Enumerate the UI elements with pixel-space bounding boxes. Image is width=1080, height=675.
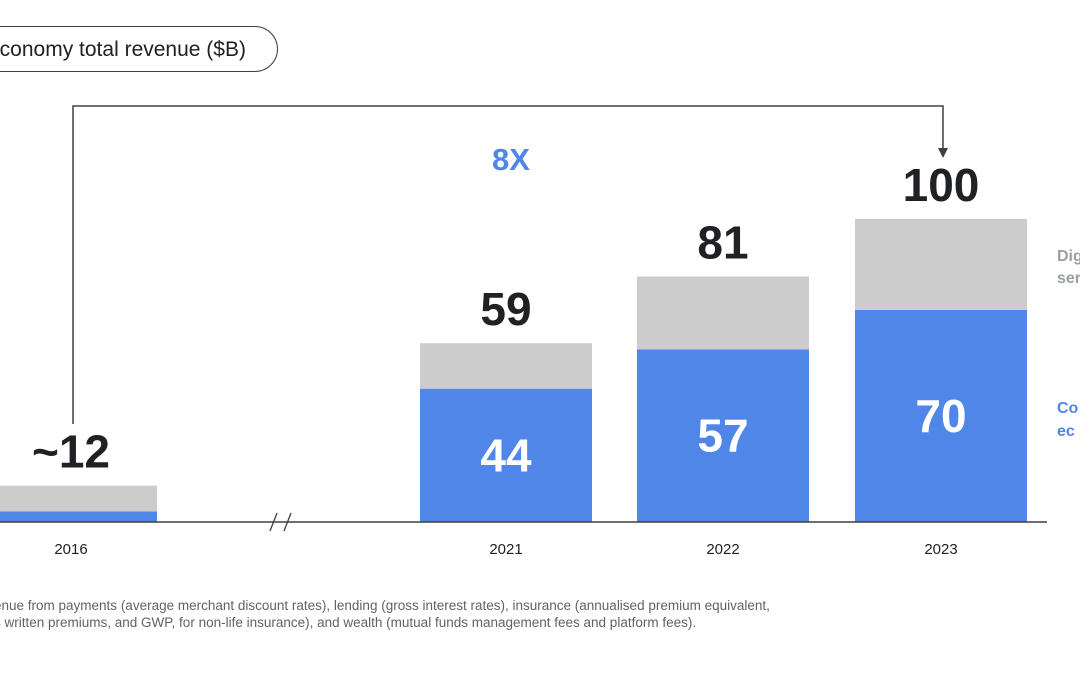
bar-segment-top-2021 — [420, 343, 592, 389]
footnote: enue from payments (average merchant dis… — [0, 597, 894, 631]
title-pill — [0, 26, 278, 72]
total-label-2016: ~12 — [32, 426, 110, 478]
segment-label-2021: 44 — [480, 429, 532, 481]
x-tick-label-2023: 2023 — [924, 541, 957, 558]
total-label-2022: 81 — [697, 217, 748, 269]
chart-title: economy total revenue ($B) — [0, 38, 246, 61]
footnote-line-1: enue from payments (average merchant dis… — [0, 598, 770, 613]
bar-segment-bottom-2016 — [0, 511, 157, 522]
bar-segment-top-2016 — [0, 485, 157, 512]
growth-multiplier-label: 8X — [492, 142, 530, 177]
growth-bracket — [72, 105, 944, 424]
chart-area: ~12 2016 59 44 2021 81 57 2022 100 70 2023 8X Dig ser… — [0, 105, 1080, 558]
growth-arrowhead — [938, 148, 948, 158]
x-tick-label-2016: 2016 — [54, 541, 87, 558]
total-label-2021: 59 — [480, 283, 531, 335]
legend-bottom-line-2: ec — [1057, 423, 1075, 440]
footnote-line-2: s written premiums, and GWP, for non-lif… — [0, 615, 697, 630]
total-label-2023: 100 — [903, 159, 980, 211]
bar-segment-top-2023 — [855, 219, 1027, 310]
legend-top-line-1: Dig — [1057, 248, 1080, 265]
bar-segment-top-2022 — [637, 276, 809, 350]
legend-top-line-2: ser — [1057, 270, 1080, 287]
bar-segment-bottom-2021 — [420, 388, 592, 522]
segment-label-2022: 57 — [697, 410, 748, 462]
x-tick-label-2022: 2022 — [706, 541, 739, 558]
segment-label-2023: 70 — [915, 390, 966, 442]
axis-break-mark-1 — [269, 512, 278, 532]
axis-break-mark-2 — [283, 512, 292, 532]
bar-segment-bottom-2022 — [637, 349, 809, 522]
legend-bottom-line-1: Co — [1057, 400, 1079, 417]
bar-segment-bottom-2023 — [855, 309, 1027, 522]
x-tick-label-2021: 2021 — [489, 541, 522, 558]
